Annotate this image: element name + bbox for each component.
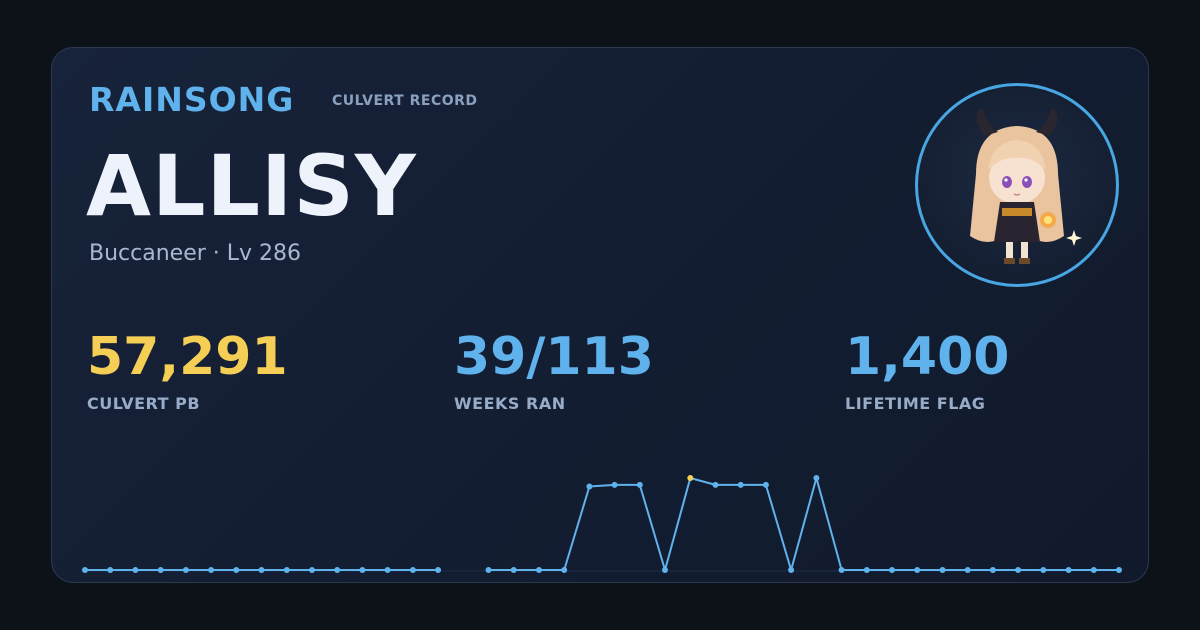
data-point xyxy=(107,567,114,573)
series-line-segment-1 xyxy=(488,477,1119,571)
stat-value: 57,291 xyxy=(87,327,288,387)
stat-lifetime-flag: 1,400 LIFETIME FLAG xyxy=(845,326,1009,414)
data-point xyxy=(283,567,290,573)
stat-value: 1,400 xyxy=(845,327,1010,387)
data-point xyxy=(1015,567,1022,573)
score-history-chart xyxy=(82,475,1122,573)
data-point xyxy=(258,567,265,573)
data-point-best xyxy=(687,475,694,481)
data-point xyxy=(233,567,240,573)
player-meta: Buccaneer · Lv 286 xyxy=(89,241,302,266)
stat-label: WEEKS RAN xyxy=(454,394,566,413)
data-point xyxy=(889,567,895,573)
data-point xyxy=(762,481,769,488)
data-point xyxy=(309,567,315,573)
data-point xyxy=(863,567,870,573)
data-point xyxy=(1040,567,1047,573)
data-point xyxy=(964,567,971,573)
data-point xyxy=(334,567,341,573)
data-point xyxy=(359,567,366,573)
data-point xyxy=(182,567,189,573)
data-point xyxy=(838,567,845,573)
data-point xyxy=(1065,567,1072,573)
stat-label: LIFETIME FLAG xyxy=(845,394,986,413)
data-point xyxy=(914,567,921,573)
data-point xyxy=(536,567,542,573)
stat-weeks-ran: 39/113 WEEKS RAN xyxy=(454,326,654,414)
data-point xyxy=(662,567,668,573)
data-point xyxy=(788,567,795,573)
data-point xyxy=(132,567,139,573)
data-point xyxy=(586,483,593,490)
data-point xyxy=(485,567,492,573)
data-point xyxy=(208,567,215,573)
avatar xyxy=(915,83,1119,287)
record-subtitle: CULVERT RECORD xyxy=(332,93,478,109)
data-point xyxy=(939,567,946,573)
data-point xyxy=(737,481,744,488)
character-avatar-icon xyxy=(970,108,1082,264)
data-point xyxy=(611,481,618,488)
data-point xyxy=(561,567,568,573)
data-point xyxy=(510,567,517,573)
data-point xyxy=(1090,567,1097,573)
data-point xyxy=(813,475,820,481)
record-card: RAINSONG CULVERT RECORD ALLISY Buccaneer… xyxy=(51,47,1149,583)
player-name: ALLISY xyxy=(86,137,417,235)
data-point xyxy=(1116,567,1122,573)
data-point xyxy=(157,567,164,573)
data-point xyxy=(409,567,416,573)
data-point xyxy=(435,567,442,573)
brand-title: RAINSONG xyxy=(89,80,295,119)
stat-culvert-pb: 57,291 CULVERT PB xyxy=(87,326,288,414)
stat-value: 39/113 xyxy=(454,327,654,387)
data-point xyxy=(712,481,719,488)
data-point xyxy=(82,567,88,573)
stat-label: CULVERT PB xyxy=(87,394,201,413)
data-point xyxy=(989,567,996,573)
data-point xyxy=(384,567,391,573)
data-point xyxy=(636,481,643,488)
